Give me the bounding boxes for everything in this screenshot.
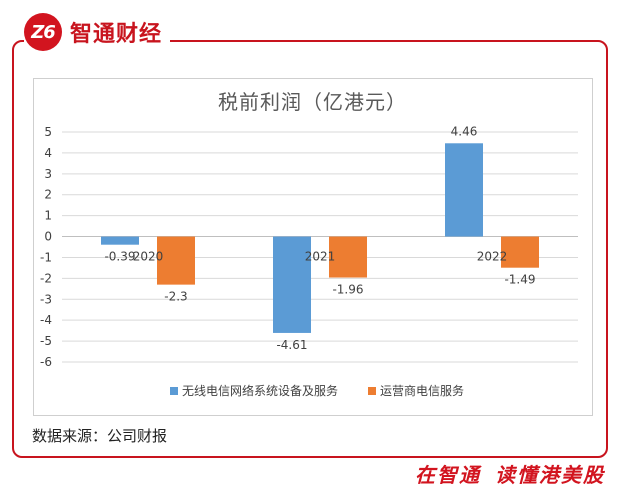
data-label: -1.96 bbox=[332, 283, 363, 297]
y-tick-label: 5 bbox=[44, 125, 52, 139]
y-tick-label: 0 bbox=[44, 230, 52, 244]
x-category-label: 2022 bbox=[477, 250, 508, 264]
bar-series-2-2020 bbox=[157, 236, 195, 285]
y-tick-label: 3 bbox=[44, 167, 52, 181]
footer-slogan: 在智通 读懂港美股 bbox=[415, 459, 605, 488]
data-label: -1.49 bbox=[504, 273, 535, 287]
chart-card bbox=[33, 78, 593, 416]
bar-series-1-2022 bbox=[445, 143, 483, 237]
brand-logo: Z6 智通财经 bbox=[24, 10, 171, 54]
legend-label: 无线电信网络系统设备及服务 bbox=[182, 383, 338, 398]
y-tick-label: 4 bbox=[44, 146, 52, 160]
chart-title: 税前利润（亿港元） bbox=[218, 90, 407, 114]
y-tick-label: -1 bbox=[40, 250, 52, 264]
legend-label: 运营商电信服务 bbox=[380, 383, 464, 398]
bar-series-2-2022 bbox=[501, 236, 539, 268]
slogan-part-1: 在智通 bbox=[415, 463, 481, 487]
x-category-label: 2020 bbox=[133, 250, 164, 264]
data-label: 4.46 bbox=[451, 124, 478, 138]
x-category-label: 2021 bbox=[305, 250, 336, 264]
y-tick-label: 1 bbox=[44, 209, 52, 223]
data-label: -4.61 bbox=[276, 338, 307, 352]
bar-series-2-2021 bbox=[329, 236, 367, 278]
data-label: -2.3 bbox=[164, 290, 187, 304]
y-tick-label: 2 bbox=[44, 188, 52, 202]
y-tick-label: -6 bbox=[40, 355, 52, 369]
outer-frame bbox=[12, 40, 608, 458]
data-source-note: 数据来源：公司财报 bbox=[32, 427, 168, 445]
brand-name: 智通财经 bbox=[70, 22, 163, 47]
data-label: -0.39 bbox=[104, 250, 135, 264]
legend-swatch bbox=[170, 387, 178, 395]
slogan-part-2: 读懂港美股 bbox=[495, 463, 605, 487]
y-tick-label: -4 bbox=[40, 313, 52, 327]
bar-series-1-2020 bbox=[101, 236, 139, 245]
y-tick-label: -3 bbox=[40, 292, 52, 306]
y-tick-label: -5 bbox=[40, 334, 52, 348]
y-tick-label: -2 bbox=[40, 271, 52, 285]
bar-series-1-2021 bbox=[273, 236, 311, 333]
logo-mark-icon: Z6 bbox=[24, 13, 62, 51]
legend-swatch bbox=[368, 387, 376, 395]
